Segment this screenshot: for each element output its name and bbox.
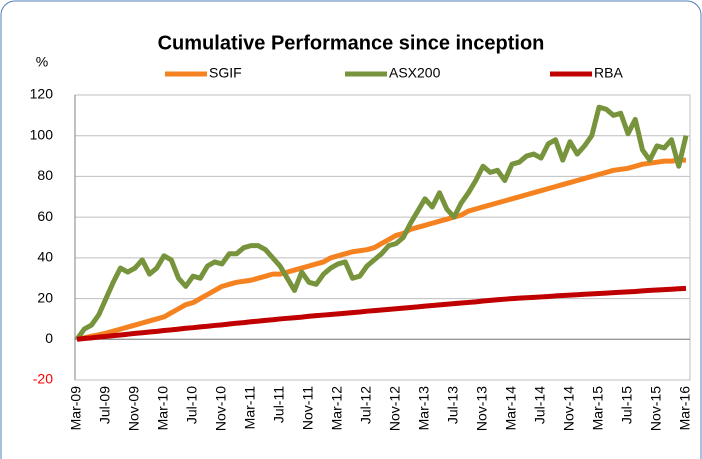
- y-tick-label: 80: [37, 167, 53, 183]
- x-tick-label: Nov-14: [561, 386, 577, 431]
- y-tick-label: 40: [37, 249, 53, 265]
- legend-label: SGIF: [209, 65, 242, 81]
- y-tick-label: 120: [30, 86, 54, 102]
- series-line: [76, 157, 686, 342]
- x-tick-label: Mar-10: [155, 386, 171, 431]
- x-tick-label: Nov-10: [213, 386, 229, 431]
- x-tick-label: Jul-12: [358, 386, 374, 424]
- plot-area: [74, 94, 691, 381]
- legend-label: RBA: [594, 65, 623, 81]
- x-tick-label: Mar-13: [416, 386, 432, 431]
- series-line: [74, 104, 689, 341]
- x-tick-label: Jul-10: [184, 386, 200, 424]
- series-line: [76, 285, 687, 342]
- x-tick-label: Mar-11: [242, 386, 258, 430]
- x-tick-label: Jul-13: [445, 386, 461, 424]
- x-tick-label: Nov-13: [474, 386, 490, 431]
- chart-title: Cumulative Performance since inception: [158, 32, 545, 54]
- x-tick-label: Nov-12: [387, 386, 403, 431]
- x-tick-label: Mar-15: [590, 386, 606, 431]
- x-tick-label: Jul-09: [97, 386, 113, 424]
- x-tick-label: Nov-15: [648, 386, 664, 431]
- x-tick-label: Jul-14: [532, 386, 548, 424]
- y-tick-label: 0: [45, 330, 53, 346]
- x-tick-label: Jul-15: [619, 386, 635, 424]
- y-tick-label: -20: [33, 371, 53, 387]
- x-tick-label: Nov-11: [300, 386, 316, 430]
- x-tick-label: Mar-12: [329, 386, 345, 431]
- y-axis-label: %: [36, 54, 48, 70]
- x-tick-label: Mar-14: [503, 386, 519, 431]
- x-tick-label: Mar-09: [68, 386, 84, 431]
- x-tick-label: Jul-11: [271, 386, 287, 423]
- legend-label: ASX200: [389, 65, 441, 81]
- x-tick-label: Mar-16: [677, 386, 693, 431]
- y-tick-label: 100: [30, 126, 54, 142]
- y-tick-label: 60: [37, 208, 53, 224]
- y-tick-label: 20: [37, 289, 53, 305]
- x-tick-label: Nov-09: [126, 386, 142, 431]
